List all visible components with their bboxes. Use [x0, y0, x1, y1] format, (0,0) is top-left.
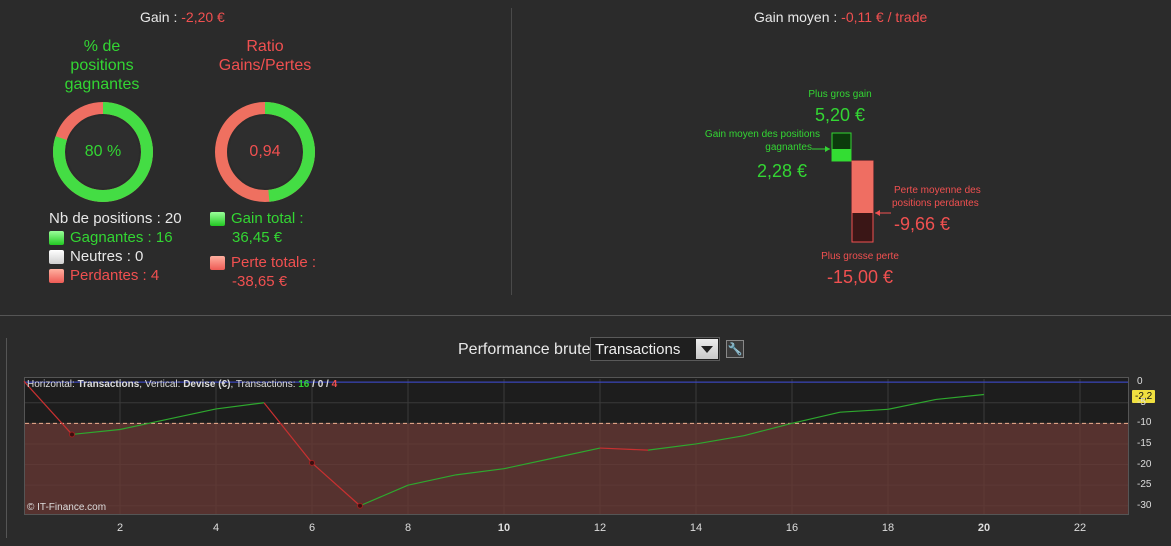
perdantes-label: Perdantes : 4 — [70, 267, 160, 284]
header-t-label: , Transactions: — [230, 379, 299, 390]
gain-moyen-label: Gain moyen : — [754, 9, 838, 25]
x-tick-label: 12 — [593, 522, 607, 534]
x-tick-label: 14 — [689, 522, 703, 534]
x-tick-label: 18 — [881, 522, 895, 534]
y-tick-label: -30 — [1137, 499, 1152, 511]
plus-gros-gain-label: Plus gros gain — [808, 89, 872, 100]
gain-value: -2,20 € — [181, 9, 225, 25]
x-tick-label: 16 — [785, 522, 799, 534]
header-t-loss: 4 — [331, 379, 338, 390]
panel-divider — [0, 315, 1171, 316]
header-h-value: Transactions — [77, 379, 140, 390]
gain-label: Gain : — [140, 9, 178, 25]
y-tick-label: -25 — [1137, 479, 1152, 491]
gain-title: Gain : -2,20 € — [140, 9, 225, 25]
x-tick-label: 20 — [977, 522, 991, 534]
dropdown-arrow-button[interactable] — [696, 339, 718, 359]
y-tick-label: -20 — [1137, 458, 1152, 470]
gain-average-fill — [832, 149, 851, 161]
legend-gain-total: Gain total : — [210, 210, 304, 227]
gain-moyen-title: Gain moyen : -0,11 € / trade — [754, 9, 927, 25]
legend-gagnantes: Gagnantes : 16 — [49, 229, 173, 246]
perte-moyenne-line1: Perte moyenne des — [894, 185, 981, 196]
header-t-win: 16 — [298, 379, 310, 390]
chevron-down-icon — [701, 345, 713, 353]
performance-chart-frame — [24, 377, 1129, 515]
header-t-sep2: / — [323, 379, 332, 390]
pct-title-line1: % de — [83, 38, 121, 55]
plus-grosse-perte-value: -15,00 € — [826, 267, 894, 287]
perte-moyenne-value: -9,66 € — [894, 214, 951, 234]
red-swatch-icon — [210, 255, 225, 270]
neutres-label: Neutres : 0 — [70, 248, 144, 265]
ratio-value: 0,94 — [249, 143, 281, 160]
pct-title-line3: gagnantes — [64, 76, 140, 93]
perte-moyenne-line2: positions perdantes — [892, 198, 979, 209]
gain-moyen-positions-value: 2,28 € — [757, 161, 808, 181]
settings-wrench-button[interactable]: 🔧 — [726, 340, 744, 358]
loss-range-bar — [851, 160, 874, 243]
perte-totale-value: -38,65 € — [232, 273, 288, 290]
legend-perte-totale: Perte totale : — [210, 254, 316, 271]
ratio-title-line1: Ratio — [246, 38, 284, 55]
gain-total-value: 36,45 € — [232, 229, 283, 246]
perf-title: Performance brute — [458, 341, 591, 358]
plus-grosse-perte-label: Plus grosse perte — [821, 251, 899, 262]
pct-winning-title: % de positions gagnantes — [52, 37, 152, 94]
legend-perdantes: Perdantes : 4 — [49, 267, 159, 284]
x-tick-label: 4 — [212, 522, 220, 534]
header-h-label: Horizontal: — [27, 379, 78, 390]
red-swatch-icon — [49, 268, 64, 283]
perte-moyenne-label: Perte moyenne des positions perdantes — [892, 184, 981, 210]
green-swatch-icon — [49, 230, 64, 245]
ratio-title: Ratio Gains/Pertes — [205, 37, 325, 75]
header-v-value: Devise (€) — [183, 379, 231, 390]
horizontal-axis-select[interactable]: Transactions — [590, 337, 720, 361]
gain-arrow-icon — [825, 146, 830, 152]
header-v-label: , Vertical: — [139, 379, 184, 390]
chart-header: Horizontal: Transactions, Vertical: Devi… — [27, 379, 337, 390]
x-tick-label: 2 — [116, 522, 124, 534]
y-tick-label: -5 — [1137, 396, 1146, 408]
pct-title-line2: positions — [70, 57, 134, 74]
loss-average-fill — [852, 161, 873, 213]
y-tick-label: -10 — [1137, 417, 1152, 429]
white-swatch-icon — [49, 249, 64, 264]
gain-moyen-value: -0,11 € / trade — [841, 9, 928, 25]
x-tick-label: 10 — [497, 522, 511, 534]
perte-totale-label: Perte totale : — [231, 254, 317, 271]
gain-range-bar — [831, 132, 852, 162]
legend-neutres: Neutres : 0 — [49, 248, 143, 265]
gain-moyen-pos-line1: Gain moyen des positions — [704, 129, 820, 140]
nb-positions: Nb de positions : 20 — [49, 210, 182, 227]
section-divider — [511, 8, 512, 295]
header-t-sep1: / — [309, 379, 318, 390]
x-tick-label: 22 — [1073, 522, 1087, 534]
y-tick-label: 0 — [1137, 376, 1143, 388]
x-tick-label: 8 — [404, 522, 412, 534]
last-value-badge: -2,2 — [1132, 390, 1156, 403]
left-edge-line — [6, 338, 7, 538]
plus-gros-gain-value: 5,20 € — [814, 105, 866, 125]
y-tick-label: -15 — [1137, 437, 1152, 449]
ratio-title-line2: Gains/Pertes — [218, 57, 312, 74]
gain-moyen-positions-label: Gain moyen des positions gagnantes — [660, 128, 820, 154]
pct-value: 80 % — [84, 143, 122, 160]
gagnantes-label: Gagnantes : 16 — [70, 229, 173, 246]
loss-arrow-icon — [875, 210, 880, 216]
select-value: Transactions — [595, 340, 681, 358]
wrench-icon: 🔧 — [727, 342, 743, 356]
x-tick-label: 6 — [308, 522, 316, 534]
green-swatch-icon — [210, 211, 225, 226]
gain-total-label: Gain total : — [231, 210, 304, 227]
gain-moyen-pos-line2: gagnantes — [765, 142, 812, 153]
watermark: © IT-Finance.com — [27, 502, 107, 513]
header-t-neutral: 0 — [317, 379, 324, 390]
